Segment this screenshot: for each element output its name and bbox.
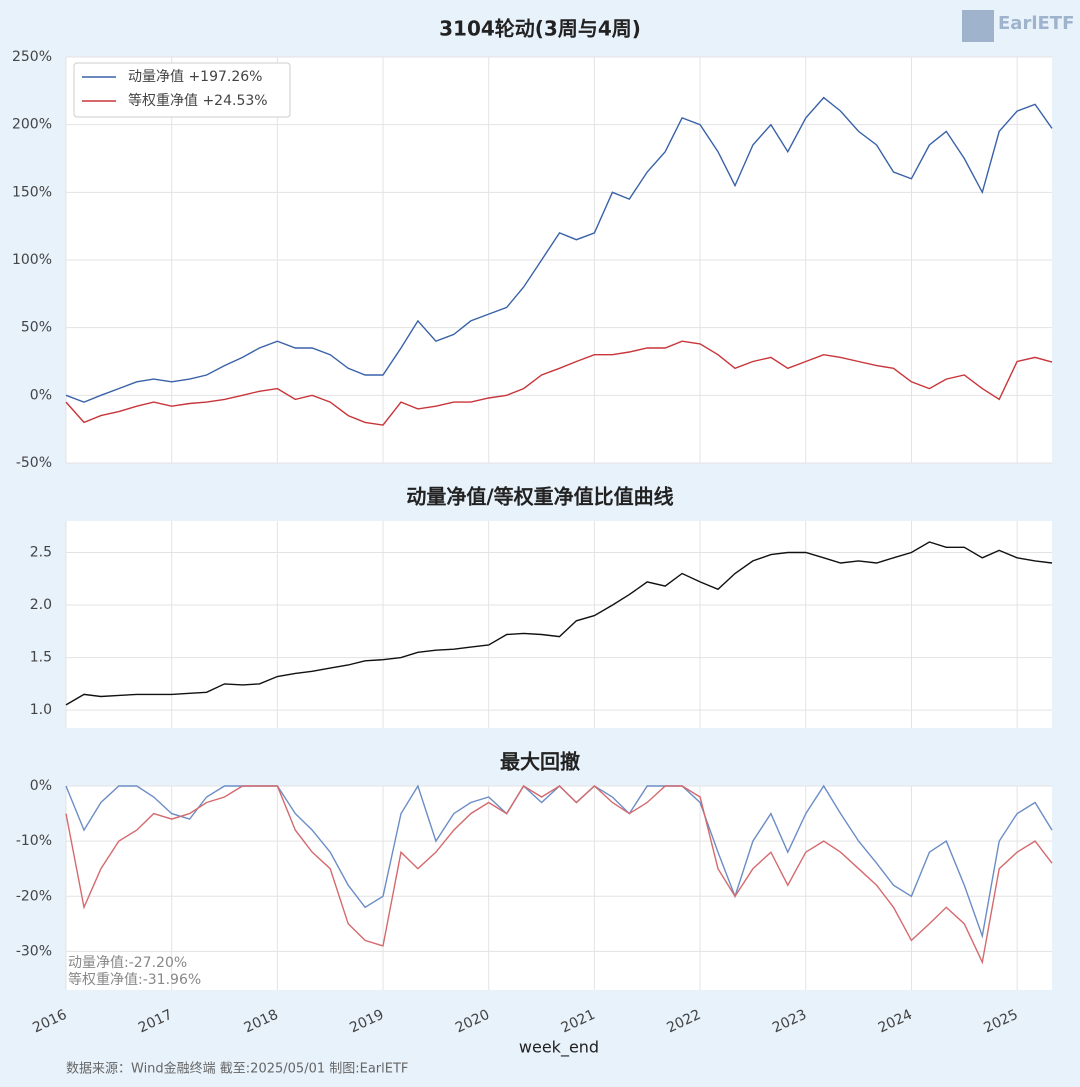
y-tick-label: 100%	[12, 252, 52, 268]
y-tick-label: 250%	[12, 49, 52, 65]
y-tick-label: 200%	[12, 117, 52, 133]
legend-box	[73, 62, 291, 118]
logo: EarlETF	[998, 13, 1074, 34]
y-tick-label: 0%	[30, 778, 52, 794]
x-tick-label: 2025	[981, 1007, 1020, 1037]
y-tick-label: -30%	[16, 943, 52, 959]
y-tick-label: 2.5	[30, 545, 52, 561]
legend-label: 动量净值 +197.26%	[128, 69, 262, 85]
x-tick-label: 2023	[770, 1007, 809, 1037]
x-tick-label: 2017	[136, 1007, 175, 1037]
x-tick-label: 2021	[559, 1007, 598, 1037]
y-tick-label: 50%	[21, 320, 52, 336]
y-tick-label: -10%	[16, 833, 52, 849]
series-line	[65, 541, 1053, 706]
plot-area	[66, 521, 1052, 728]
x-tick-label: 2024	[876, 1007, 915, 1037]
y-tick-label: -50%	[16, 455, 52, 471]
y-tick-label: 150%	[12, 184, 52, 200]
panel-title: 最大回撤	[500, 750, 580, 774]
y-tick-label: -20%	[16, 888, 52, 904]
footer: 数据来源：Wind金融终端 截至:2025/05/01 制图:EarlETF	[66, 1061, 408, 1077]
annotation: 等权重净值:-31.96%	[68, 971, 201, 988]
x-tick-label: 2022	[664, 1007, 703, 1037]
annotation: 动量净值:-27.20%	[68, 955, 187, 971]
panel-title: 3104轮动(3周与4周)	[439, 17, 641, 41]
legend-label: 等权重净值 +24.53%	[128, 92, 268, 109]
y-tick-label: 2.0	[30, 597, 52, 613]
plot-area	[66, 786, 1052, 990]
series-line	[65, 96, 1053, 403]
series-line	[65, 785, 1053, 965]
x-tick-label: 2020	[453, 1007, 492, 1037]
x-tick-label: 2016	[30, 1007, 69, 1037]
y-tick-label: 1.5	[30, 650, 52, 666]
x-tick-label: 2019	[347, 1007, 386, 1037]
x-tick-label: 2018	[242, 1007, 281, 1037]
y-tick-label: 1.0	[30, 702, 52, 718]
x-axis-label: week_end	[519, 1038, 599, 1058]
series-line	[65, 340, 1053, 426]
logo-icon	[962, 10, 994, 42]
panel-title: 动量净值/等权重净值比值曲线	[406, 485, 673, 509]
y-tick-label: 0%	[30, 387, 52, 403]
